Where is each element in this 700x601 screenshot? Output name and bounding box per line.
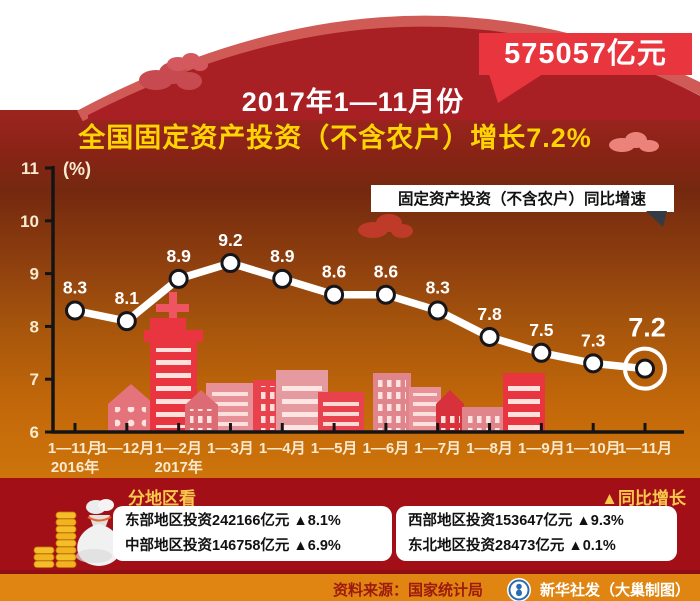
data-point (479, 326, 500, 347)
y-tick-label: 11 (21, 159, 39, 178)
x-tick-label: 1—9月 (518, 440, 565, 457)
y-axis-unit: (%) (63, 159, 91, 179)
building (503, 373, 545, 432)
data-label: 7.8 (477, 304, 502, 324)
building (373, 373, 411, 432)
y-tick-label: 6 (30, 423, 39, 442)
region-line: 东北地区投资28473亿元 ▲0.1% (408, 538, 616, 554)
legend: 固定资产投资（不含农户）同比增速 (371, 185, 674, 227)
data-label: 7.3 (581, 330, 606, 350)
data-point (531, 342, 552, 363)
data-point (427, 300, 448, 321)
data-point (168, 268, 189, 289)
x-tick-sublabel: 2016年 (51, 458, 99, 476)
data-label: 9.2 (218, 230, 243, 250)
legend-tail-icon (646, 211, 667, 227)
cloud-icon (358, 214, 413, 238)
cloud-icon (167, 53, 208, 71)
regions-panel: 分地区看 ▲同比增长 (0, 478, 700, 570)
region-line: 西部地区投资153647亿元 ▲9.3% (408, 513, 624, 529)
building (185, 390, 218, 432)
legend-label: 固定资产投资（不含农户）同比增速 (398, 189, 647, 208)
x-tick-label: 1—4月 (259, 440, 306, 457)
highlight-ring (623, 346, 667, 391)
source-text: 资料来源：国家统计局 (333, 582, 484, 599)
x-tick-label: 1—7月 (414, 440, 461, 457)
poster-title-line2: 全国固定资产投资（不含农户）增长7.2% (78, 123, 592, 153)
data-point (116, 311, 137, 332)
data-point (65, 300, 85, 321)
cloud-icon (609, 132, 659, 152)
data-label: 8.6 (374, 262, 399, 282)
x-tick-label: 1—11月 (618, 440, 672, 457)
region-box-west-northeast: 西部地区投资153647亿元 ▲9.3% 东北地区投资28473亿元 ▲0.1% (396, 506, 677, 561)
building (436, 390, 464, 432)
data-point (635, 358, 655, 379)
data-label: 8.9 (166, 246, 191, 266)
y-tick-label: 7 (30, 370, 39, 389)
data-point (583, 353, 604, 374)
data-label: 8.9 (270, 246, 295, 266)
y-tick-label: 10 (20, 212, 39, 231)
data-label: 8.3 (426, 278, 451, 298)
x-tick-label: 1—12月 (99, 440, 154, 457)
coins-moneybag-icon (33, 499, 121, 568)
data-point (375, 284, 396, 305)
building (462, 407, 506, 432)
building (108, 384, 154, 432)
poster-title-line1: 2017年1—11月份 (241, 87, 465, 117)
y-tick-label: 9 (30, 265, 39, 284)
x-tick-label: 1—11月 (48, 440, 102, 457)
building (318, 392, 364, 432)
y-tick-label: 8 (30, 317, 39, 336)
data-label: 7.5 (529, 320, 554, 340)
regions-growth-note: ▲同比增长 (601, 489, 686, 508)
data-point (220, 253, 241, 274)
xinhua-logo-icon (507, 578, 531, 601)
data-label: 8.6 (322, 262, 347, 282)
coin-stack-icon (33, 511, 77, 568)
x-tick-label: 1—3月 (207, 440, 254, 457)
data-label: 8.3 (63, 278, 88, 298)
building (409, 387, 441, 432)
credit-text: 新华社发（大巢制图） (540, 582, 691, 599)
data-point (324, 284, 345, 305)
data-label: 8.1 (115, 288, 140, 308)
badge-tail-icon (489, 74, 543, 103)
chart-plot: 固定资产投资（不含农户）同比增速 (%) 678910111—11月2016年1… (20, 159, 684, 476)
x-tick-label: 1—8月 (466, 440, 513, 457)
regions-section-title: 分地区看 (128, 489, 196, 508)
region-box-east-central: 东部地区投资242166亿元 ▲8.1% 中部地区投资146758亿元 ▲6.9… (113, 506, 392, 561)
x-tick-label: 1—6月 (363, 440, 410, 457)
region-line: 东部地区投资242166亿元 ▲8.1% (125, 513, 341, 529)
total-investment-badge: 575057亿元 (479, 33, 692, 75)
city-skyline (108, 292, 545, 432)
x-tick-label: 1—2月 (155, 440, 202, 457)
money-bag-icon (76, 499, 121, 566)
x-tick-sublabel: 2017年 (154, 458, 202, 476)
data-label: 7.2 (628, 313, 666, 343)
region-line: 中部地区投资146758亿元 ▲6.9% (125, 538, 341, 554)
data-point (272, 268, 293, 289)
x-tick-label: 1—5月 (311, 440, 358, 457)
footer: 资料来源：国家统计局 新华社发（大巢制图） (0, 570, 700, 601)
x-tick-label: 1—10月 (566, 440, 621, 457)
